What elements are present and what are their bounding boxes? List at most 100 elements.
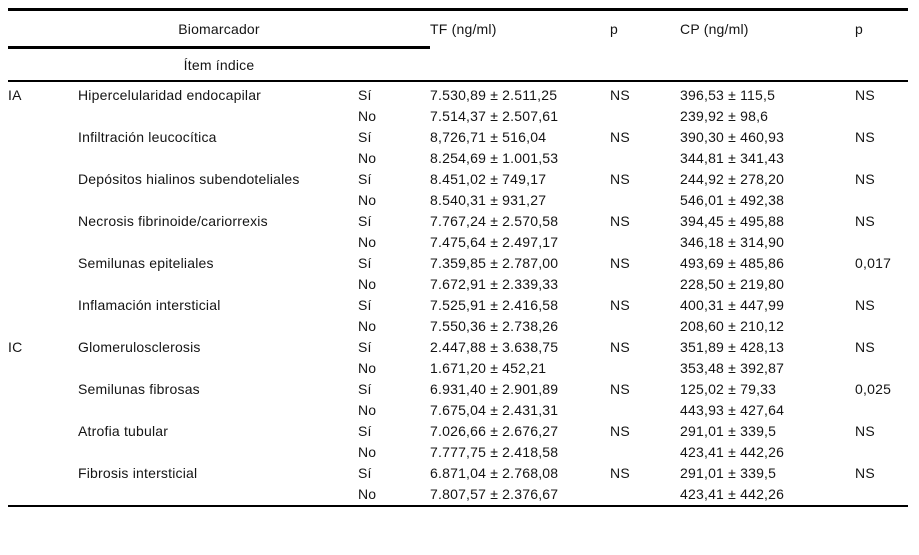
tf-column-header: TF (ng/ml) xyxy=(430,21,497,37)
group-label xyxy=(8,316,78,337)
tf-value: 8.540,31 ± 931,27 xyxy=(430,192,547,208)
biomarker-row-no: No 7.514,37 ± 2.507,61 239,92 ± 98,6 xyxy=(8,106,908,127)
item-label: Atrofia tubular xyxy=(78,423,169,439)
tf-value: 7.026,66 ± 2.676,27 xyxy=(430,423,559,439)
cp-value: 443,93 ± 427,64 xyxy=(680,402,785,418)
cp-value: 351,89 ± 428,13 xyxy=(680,339,785,355)
biomarker-row-si: Infiltración leucocítica Sí 8,726,71 ± 516… xyxy=(8,127,908,148)
p-cp-value: NS xyxy=(855,87,875,103)
p-tf-value: NS xyxy=(610,465,630,481)
biomarker-row-no: No 7.475,64 ± 2.497,17 346,18 ± 314,90 xyxy=(8,232,908,253)
group-label xyxy=(8,442,78,463)
item-indice-column-header: Ítem índice xyxy=(183,56,255,73)
biomarker-row-si: Necrosis fibrinoide/cariorrexis Sí 7.767,2… xyxy=(8,211,908,232)
item-label: Semilunas epiteliales xyxy=(78,255,214,271)
p-cp-value: 0,025 xyxy=(855,381,892,397)
si-label: Sí xyxy=(358,465,372,481)
cp-value: 546,01 ± 492,38 xyxy=(680,192,785,208)
p-tf-value: NS xyxy=(610,171,630,187)
tf-value: 7.530,89 ± 2.511,25 xyxy=(430,87,558,103)
item-label xyxy=(78,232,358,253)
table-body: IA Hipercelularidad endocapilar Sí 7.530,89… xyxy=(8,81,909,506)
tf-value: 8,726,71 ± 516,04 xyxy=(430,129,547,145)
item-label: Necrosis fibrinoide/cariorrexis xyxy=(78,213,268,229)
item-label xyxy=(78,274,358,295)
item-label xyxy=(78,316,358,337)
no-label: No xyxy=(358,108,377,124)
biomarcador-column-header: Biomarcador xyxy=(8,9,431,49)
group-label: IA xyxy=(8,87,22,103)
si-label: Sí xyxy=(358,339,372,355)
cp-value: 291,01 ± 339,5 xyxy=(680,465,777,481)
cp-value: 396,53 ± 115,5 xyxy=(680,87,776,103)
si-label: Sí xyxy=(358,213,372,229)
cp-value: 228,50 ± 219,80 xyxy=(680,276,785,292)
item-label xyxy=(78,106,358,127)
biomarker-row-no: No 8.540,31 ± 931,27 546,01 ± 492,38 xyxy=(8,190,908,211)
biomarker-row-no: No 7.672,91 ± 2.339,33 228,50 ± 219,80 xyxy=(8,274,908,295)
item-label xyxy=(78,484,358,506)
group-label xyxy=(8,169,78,190)
biomarker-row-si: Inflamación intersticial Sí 7.525,91 ± 2.4… xyxy=(8,295,908,316)
p-tf-value: NS xyxy=(610,381,630,397)
cp-value: 353,48 ± 392,87 xyxy=(680,360,785,376)
p-tf-value: NS xyxy=(610,129,630,145)
group-label xyxy=(8,253,78,274)
p-cp-value: NS xyxy=(855,297,875,313)
item-label: Infiltración leucocítica xyxy=(78,129,217,145)
tf-value: 7.675,04 ± 2.431,31 xyxy=(430,402,559,418)
tf-value: 6.871,04 ± 2.768,08 xyxy=(430,465,559,481)
no-label: No xyxy=(358,402,377,418)
header-row-2: Ítem índice xyxy=(8,48,908,82)
item-label: Semilunas fibrosas xyxy=(78,381,200,397)
p-tf-value xyxy=(610,190,680,211)
cp-value: 400,31 ± 447,99 xyxy=(680,297,785,313)
p-tf-value: NS xyxy=(610,87,630,103)
biomarker-row-si: Semilunas epiteliales Sí 7.359,85 ± 2.787,… xyxy=(8,253,908,274)
no-label: No xyxy=(358,318,377,334)
tf-value: 7.777,75 ± 2.418,58 xyxy=(430,444,559,460)
biomarker-row-no: No 7.550,36 ± 2.738,26 208,60 ± 210,12 xyxy=(8,316,908,337)
p-tf-value: NS xyxy=(610,339,630,355)
item-label xyxy=(78,190,358,211)
tf-value: 7.525,91 ± 2.416,58 xyxy=(430,297,559,313)
p-tf-value xyxy=(610,400,680,421)
cp-value: 346,18 ± 314,90 xyxy=(680,234,785,250)
biomarker-row-no: No 1.671,20 ± 452,21 353,48 ± 392,87 xyxy=(8,358,908,379)
p-cp-value: NS xyxy=(855,423,875,439)
p-cp-value: NS xyxy=(855,129,875,145)
tf-value: 1.671,20 ± 452,21 xyxy=(430,360,547,376)
p-cp-value: NS xyxy=(855,465,875,481)
tf-value: 7.514,37 ± 2.507,61 xyxy=(430,108,559,124)
group-label xyxy=(8,400,78,421)
group-label xyxy=(8,358,78,379)
p-cp-value xyxy=(855,274,908,295)
group-label xyxy=(8,421,78,442)
p-tf-value xyxy=(610,442,680,463)
item-label: Depósitos hialinos subendoteliales xyxy=(78,171,300,187)
group-label: IC xyxy=(8,339,23,355)
p-cp-column-header: p xyxy=(855,21,864,37)
no-label: No xyxy=(358,234,377,250)
si-label: Sí xyxy=(358,297,372,313)
p-cp-value: 0,017 xyxy=(855,255,892,271)
p-tf-value: NS xyxy=(610,255,630,271)
cp-value: 394,45 ± 495,88 xyxy=(680,213,785,229)
p-tf-value xyxy=(610,484,680,506)
tf-value: 7.359,85 ± 2.787,00 xyxy=(430,255,559,271)
p-cp-value: NS xyxy=(855,171,875,187)
p-tf-value: NS xyxy=(610,297,630,313)
si-label: Sí xyxy=(358,255,372,271)
cp-value: 291,01 ± 339,5 xyxy=(680,423,777,439)
si-label: Sí xyxy=(358,423,372,439)
si-label: Sí xyxy=(358,87,372,103)
group-label xyxy=(8,211,78,232)
biomarker-table: Biomarcador TF (ng/ml) p CP (ng/ml) p Ít… xyxy=(8,8,909,507)
no-label: No xyxy=(358,192,377,208)
cp-value: 344,81 ± 341,43 xyxy=(680,150,785,166)
group-label xyxy=(8,232,78,253)
biomarker-row-no: No 8.254,69 ± 1.001,53 344,81 ± 341,43 xyxy=(8,148,908,169)
group-label xyxy=(8,484,78,506)
tf-value: 7.475,64 ± 2.497,17 xyxy=(430,234,559,250)
tf-value: 7.767,24 ± 2.570,58 xyxy=(430,213,559,229)
